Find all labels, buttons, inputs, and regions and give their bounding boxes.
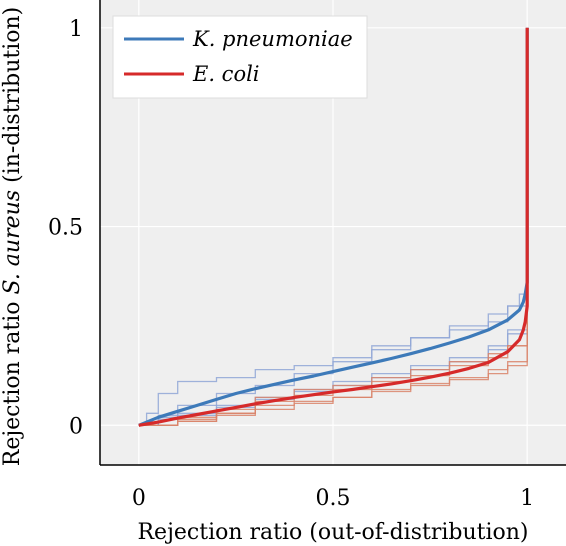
run-line-k-pneumoniae (138, 294, 528, 426)
y-axis-label: Rejection ratio S. aureus (in-distributi… (0, 7, 25, 467)
legend-box (112, 15, 368, 99)
tick-labels: 0 0.5 1 0 0.5 1 (48, 17, 534, 511)
legend-label-k-pneumoniae: K. pneumoniae (192, 27, 353, 51)
run-line-k-pneumoniae (138, 282, 528, 426)
y-axis-label-prefix: Rejection ratio (0, 294, 25, 466)
x-tick-label: 0 (132, 486, 146, 511)
y-tick-label: 0.5 (48, 216, 83, 241)
x-axis-label: Rejection ratio (out-of-distribution) (137, 520, 528, 545)
series-line-k-pneumoniae (138, 27, 529, 427)
series-line-e-coli (138, 27, 529, 427)
run-line-k-pneumoniae (138, 286, 528, 426)
mean-lines (138, 27, 529, 427)
legend: K. pneumoniae E. coli (112, 15, 368, 99)
y-tick-label: 1 (69, 17, 83, 42)
run-line-e-coli (138, 321, 528, 426)
x-tick-label: 0.5 (316, 486, 351, 511)
legend-label-e-coli: E. coli (192, 62, 260, 86)
y-tick-label: 0 (69, 414, 83, 439)
y-axis-label-italic: S. aureus (0, 190, 25, 295)
x-tick-label: 1 (520, 486, 534, 511)
y-axis-label-suffix: (in-distribution) (0, 7, 25, 190)
axes (99, 0, 566, 466)
